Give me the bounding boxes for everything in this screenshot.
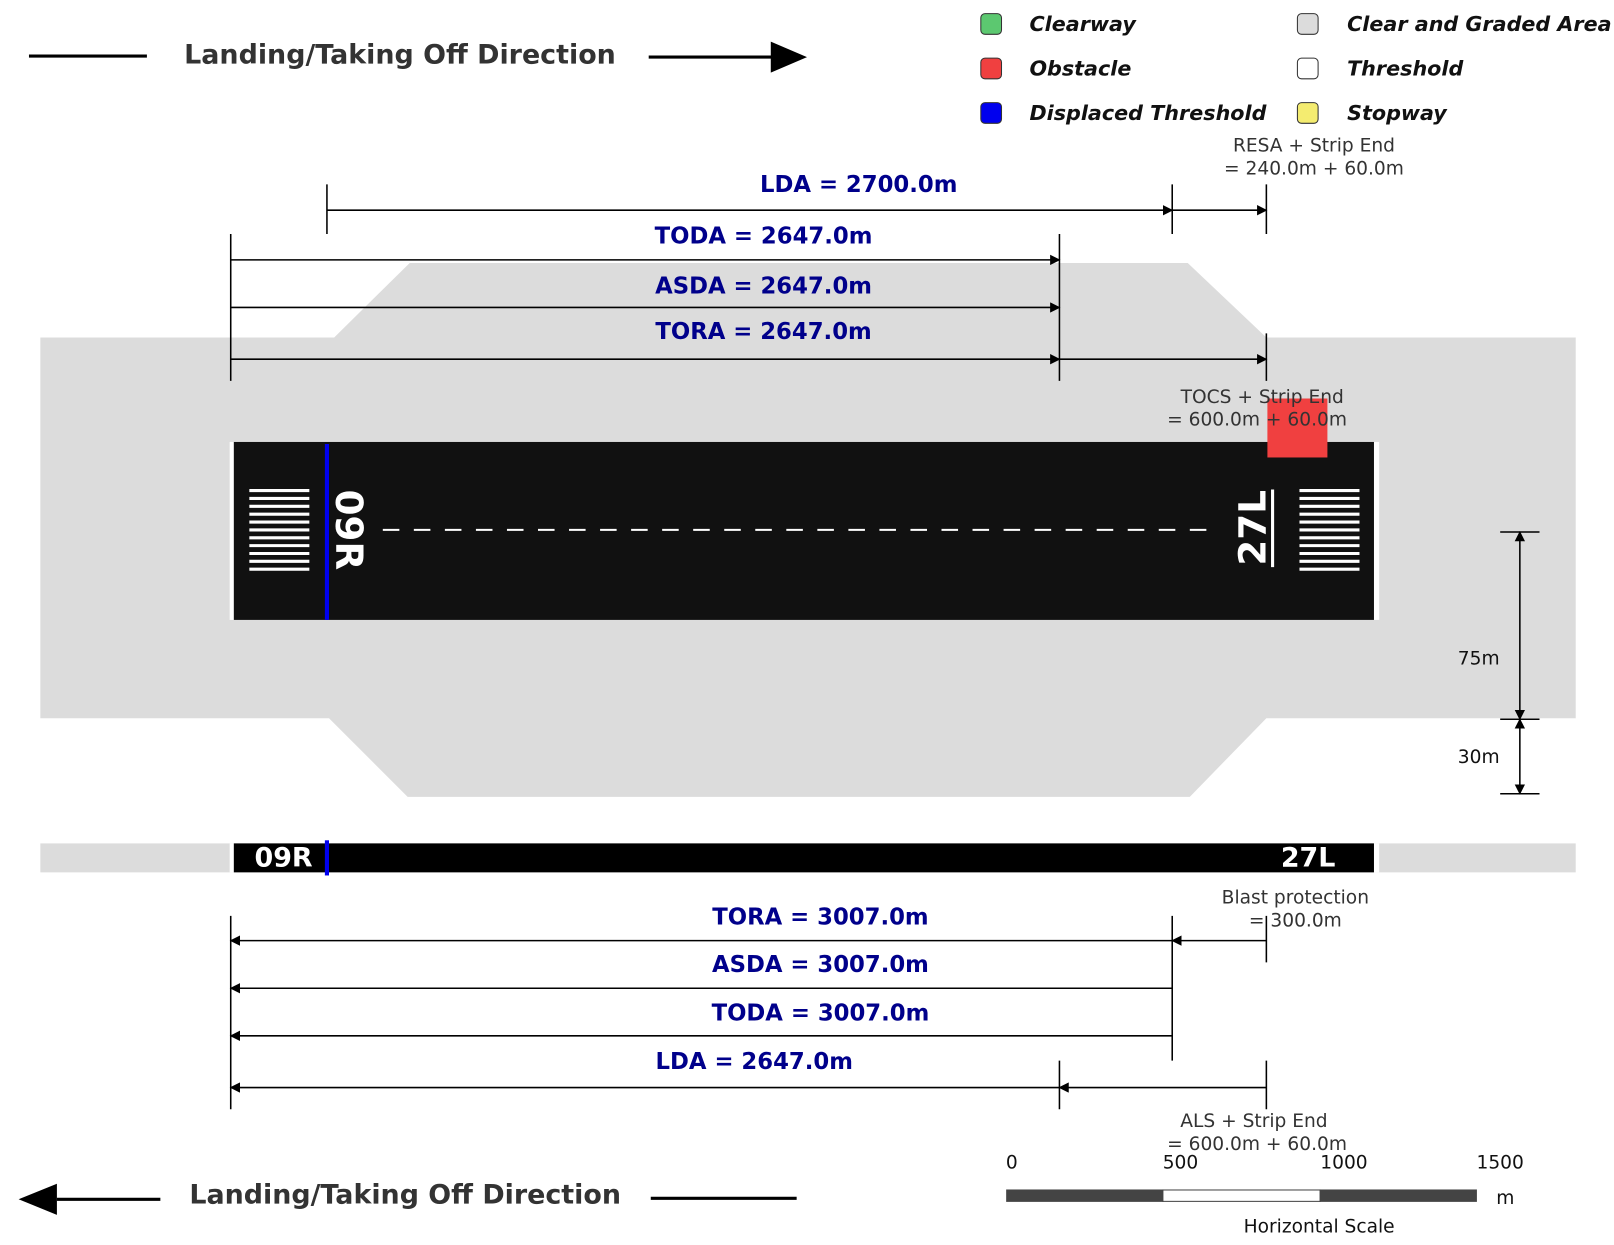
legend-swatch	[980, 57, 1003, 80]
scale-label: 0	[1006, 1153, 1018, 1174]
scale-title: Horizontal Scale	[1244, 1217, 1395, 1238]
legend-swatch	[1296, 13, 1319, 35]
legend-label: Displaced Threshold	[1029, 101, 1266, 125]
top-dimensions	[229, 184, 1268, 381]
annotation: = 240.0m + 60.0m	[1224, 158, 1404, 179]
distance-label: TODA = 3007.0m	[712, 1001, 930, 1027]
distance-label: TORA = 3007.0m	[712, 904, 928, 930]
distance-label: ASDA = 3007.0m	[712, 952, 929, 978]
annotation: = 600.0m + 60.0m	[1167, 410, 1347, 431]
distance-label: ASDA = 2647.0m	[655, 273, 872, 299]
annotation: RESA + Strip End	[1233, 136, 1395, 157]
legend-swatch	[980, 13, 1003, 35]
runway-designator: 09R	[255, 842, 313, 873]
direction-arrow	[18, 1183, 57, 1215]
legend: Clearway Obstacle Displaced Threshold Cl…	[980, 12, 1612, 125]
legend-label: Threshold	[1347, 56, 1463, 80]
annotation: ALS + Strip End	[1180, 1111, 1327, 1132]
direction-label: Landing/Taking Off Direction	[184, 40, 616, 71]
annotation: = 600.0m + 60.0m	[1167, 1134, 1347, 1155]
runway-designator: 27L	[1230, 490, 1274, 566]
legend-swatch	[980, 102, 1003, 124]
annotation: = 300.0m	[1249, 910, 1342, 931]
distance-label: LDA = 2647.0m	[656, 1049, 853, 1075]
distance-label: TODA = 2647.0m	[655, 224, 873, 250]
threshold-markings	[249, 489, 1360, 571]
legend-swatch	[1296, 102, 1319, 124]
distance-label: TORA = 2647.0m	[655, 319, 871, 345]
annotation: Blast protection	[1222, 888, 1369, 909]
legend-swatch	[1296, 57, 1319, 80]
scale-bar	[1006, 1189, 1477, 1202]
legend-label: Obstacle	[1029, 56, 1131, 80]
bottom-dimensions	[229, 915, 1268, 1110]
scale-label: 500	[1163, 1153, 1199, 1174]
annotation: TOCS + Strip End	[1180, 387, 1344, 408]
direction-label: Landing/Taking Off Direction	[189, 1180, 621, 1211]
scale-label: 1000	[1320, 1153, 1367, 1174]
legend-label: Clear and Graded Area	[1347, 12, 1612, 36]
width-label: 30m	[1458, 747, 1500, 768]
runway-designator: 09R	[327, 490, 371, 571]
obstacle	[1267, 398, 1328, 458]
runway-side	[233, 843, 1374, 873]
legend-label: Clearway	[1029, 12, 1137, 36]
direction-arrow	[770, 41, 807, 73]
distance-label: LDA = 2700.0m	[760, 172, 957, 198]
runway-designator: 27L	[1281, 842, 1336, 873]
legend-label: Stopway	[1347, 101, 1448, 125]
scale-unit: m	[1496, 1188, 1514, 1209]
scale-label: 1500	[1477, 1153, 1524, 1174]
width-label: 75m	[1458, 649, 1500, 670]
